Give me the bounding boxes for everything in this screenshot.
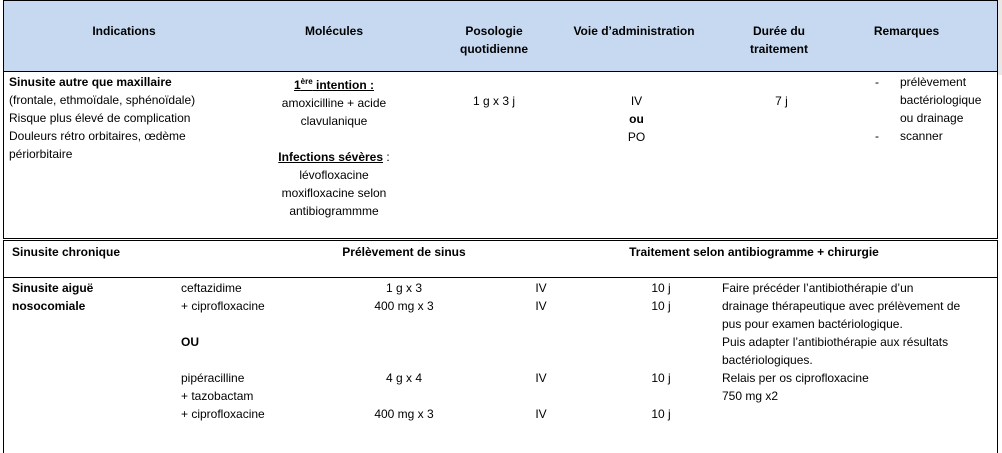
row3-duree: 10 j 10 j 10 j 10 j — [641, 279, 681, 423]
row1-voie-iv: IV — [630, 94, 643, 108]
row2-prelevement: Prélèvement de sinus — [342, 245, 466, 259]
remarque1-bullet: - — [875, 75, 879, 89]
remarque1-line1: prélèvement — [900, 75, 967, 89]
page-edge-shadow — [998, 0, 1002, 75]
header-voie: Voie d’administration — [573, 24, 695, 38]
remarque1-line3: ou drainage — [900, 111, 964, 125]
row3-molecule: pipéracilline — [181, 371, 245, 385]
remarque2-bullet: - — [875, 129, 879, 143]
row3-dose: 4 g x 4 — [385, 371, 423, 385]
spacer — [641, 315, 681, 369]
row2-indication: Sinusite chronique — [12, 245, 121, 259]
row3-remarque-line: pus pour examen bactériologique. — [722, 317, 903, 331]
row3-dose: 400 mg x 3 — [374, 299, 434, 313]
row3-remarque-line: 750 mg x2 — [722, 389, 779, 403]
header-posologie: Posologie quotidienne — [434, 22, 554, 58]
spacer — [354, 315, 454, 369]
row3-molecule: + ciprofloxacine — [181, 299, 265, 313]
remarque1-line2: bactériologique — [900, 93, 982, 107]
row1-duree: 7 j — [775, 94, 788, 108]
row3-voie-item: IV — [535, 371, 547, 385]
row3-remarque-line: drainage thérapeutique avec prélèvement … — [722, 299, 961, 313]
table-bottom-section: Sinusite chronique Prélèvement de sinus … — [3, 240, 998, 453]
row3-remarque-line: Puis adapter l’antibiothérapie aux résul… — [722, 335, 949, 349]
remarque2-text: scanner — [900, 129, 943, 143]
spacer — [181, 351, 341, 369]
row3-indication-line1: Sinusite aiguë — [12, 281, 94, 295]
row3-remarques: Faire précéder l’antibiothérapie d’un dr… — [722, 279, 1000, 405]
severe-label-text: Infections sévères — [278, 150, 384, 164]
row1-voie: IV ou PO — [584, 92, 689, 146]
row2-traitement: Traitement selon antibiogramme + chirurg… — [629, 245, 879, 259]
first-intention-number: 1 — [293, 78, 301, 92]
row3-ou: OU — [181, 335, 199, 349]
row1-voie-po: PO — [627, 130, 646, 144]
first-intention-sup: ère — [300, 77, 313, 86]
row3-voie: IV IV IV IV — [521, 279, 561, 423]
header-remarques: Remarques — [873, 24, 940, 38]
table-top-section: Indications Molécules Posologie quotidie… — [3, 0, 998, 239]
row1-indication-line: Risque plus élevé de complication — [9, 111, 191, 125]
severe-molecule-line3: antibiogrammme — [289, 204, 379, 218]
spacer — [354, 387, 454, 405]
header-indications: Indications — [92, 24, 156, 38]
row1-molecules: 1ère intention : amoxicilline + acide cl… — [254, 73, 414, 220]
spacer — [254, 130, 414, 148]
row3-duree-item: 10 j — [651, 371, 671, 385]
row1-voie-ou: ou — [629, 112, 644, 126]
severe-label: Infections sévères : — [254, 148, 414, 166]
first-intention-label: 1ère intention : — [254, 73, 414, 94]
row3-remarque-line: Faire précéder l’antibiothérapie d’un — [722, 281, 914, 295]
row3-doses: 1 g x 3 400 mg x 3 4 g x 4 400 mg x 3 — [354, 279, 454, 423]
row3-molecule: ceftazidime — [181, 281, 242, 295]
row3-duree-item: 10 j — [651, 281, 671, 295]
spacer — [641, 387, 681, 405]
row3-molecule: + tazobactam — [181, 389, 254, 403]
row1-indication-line: (frontale, ethmoïdale, sphénoïdale) — [9, 93, 196, 107]
table-header-row: Indications Molécules Posologie quotidie… — [4, 1, 997, 72]
row3-voie-item: IV — [535, 281, 547, 295]
row3-voie-item: IV — [535, 299, 547, 313]
row1-indication: Sinusite autre que maxillaire (frontale,… — [9, 73, 249, 163]
row1-indication-line: Douleurs rétro orbitaires, œdème — [9, 129, 186, 143]
first-molecule-line1: amoxicilline + acide — [281, 96, 387, 110]
row3-remarque-line: Relais per os ciprofloxacine — [722, 371, 869, 385]
first-intention-text: intention : — [312, 78, 375, 92]
spacer — [181, 315, 341, 333]
row3-indication: Sinusite aiguë nosocomiale — [12, 279, 162, 315]
header-duree-line1: Durée du — [752, 24, 805, 38]
row3-duree-item: 10 j — [651, 407, 671, 421]
row3-indication-line2: nosocomiale — [12, 299, 86, 313]
header-duree-line2: traitement — [749, 42, 808, 56]
row-separator — [4, 277, 997, 278]
header-molecules: Molécules — [304, 24, 364, 38]
row3-molecule: + ciprofloxacine — [181, 407, 265, 421]
row3-dose: 1 g x 3 — [385, 281, 423, 295]
first-molecule-line2: clavulanique — [300, 114, 368, 128]
row1-indication-line: périorbitaire — [9, 147, 73, 161]
row3-remarque-line: bactériologiques. — [722, 353, 813, 367]
row3-duree-item: 10 j — [651, 299, 671, 313]
severe-molecule-line1: lévofloxacine — [299, 168, 369, 182]
severe-molecule-line2: moxifloxacine selon — [281, 186, 387, 200]
header-posologie-line1: Posologie — [465, 24, 523, 38]
row1-posologie: 1 g x 3 j — [472, 94, 516, 108]
remarque1-text: prélèvement bactériologique ou drainage — [900, 73, 1000, 127]
header-posologie-line2: quotidienne — [460, 42, 528, 56]
row3-molecules: ceftazidime + ciprofloxacine OU pipéraci… — [181, 279, 341, 423]
row1-indication-title: Sinusite autre que maxillaire — [9, 75, 172, 89]
header-duree: Durée du traitement — [724, 22, 834, 58]
spacer — [521, 387, 561, 405]
spacer — [521, 315, 561, 369]
row3-dose: 400 mg x 3 — [374, 407, 434, 421]
severe-colon: : — [383, 150, 390, 164]
row3-voie-item: IV — [535, 407, 547, 421]
